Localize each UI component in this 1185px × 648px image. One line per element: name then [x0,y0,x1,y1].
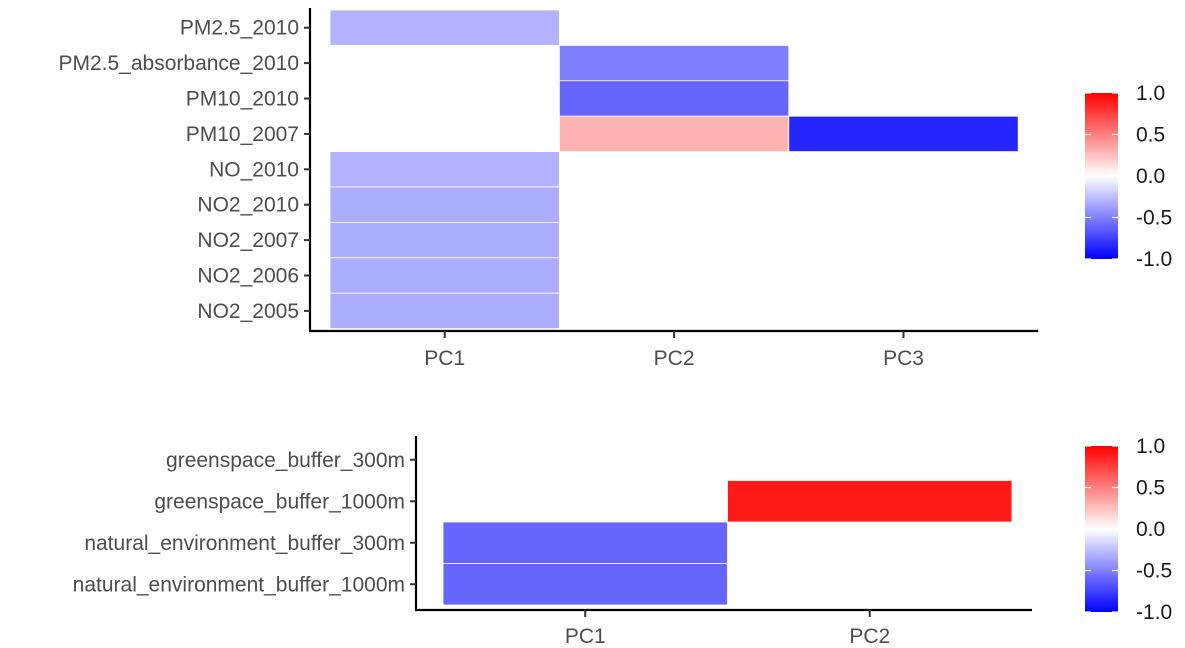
heatmap-cell-pc2-pm10-2010 [559,80,790,117]
y-tick-label-no2-2010: NO2_2010 [197,194,299,217]
legend-tick-label: 0.0 [1136,165,1165,188]
x-tick-label-pc1: PC1 [565,625,606,648]
heatmap-cell-pc1-natural-environment-buffer-300m [442,521,728,564]
heatmap-cell-pc1-no2-2010 [329,186,560,223]
heatmap-cell-pc2-greenspace-buffer-1000m [727,480,1013,523]
y-tick-label-no2-2006: NO2_2006 [197,265,299,288]
heatmap-cell-pc1-no2-2006 [329,257,560,294]
heatmap-panel-air-pollution: PM2.5_2010 PM2.5_absorbance_2010 PM10_2010… [58,8,1172,370]
y-tick-label-natural-environment-buffer-1000m: natural_environment_buffer_1000m [73,573,405,596]
legend-tick-label: 1.0 [1136,435,1165,458]
y-tick-label-pm10-2010: PM10_2010 [186,88,299,111]
y-tick-label-greenspace-buffer-1000m: greenspace_buffer_1000m [154,490,405,513]
x-tick-label-pc2: PC2 [654,347,695,370]
x-tick-label-pc2: PC2 [849,625,890,648]
y-tick-label-natural-environment-buffer-300m: natural_environment_buffer_300m [84,532,405,555]
legend-tick-label: -0.5 [1136,207,1172,230]
heatmap-cell-pc1-no2-2007 [329,221,560,259]
legend-tick-label: -0.5 [1136,560,1172,583]
heatmap-cell-pc2-pm2-5-absorbance-2010 [559,45,790,82]
y-tick-label-pm2-5-absorbance-2010: PM2.5_absorbance_2010 [58,52,299,75]
heatmap-panel-greenspace: greenspace_buffer_300m greenspace_buffer_… [73,435,1173,648]
heatmap-cell-pc1-natural-environment-buffer-1000m [442,563,728,606]
legend-tick-label: 0.5 [1136,477,1165,500]
heatmap-cell-pc1-pm2-5-2010 [329,9,560,46]
heatmap-cell-pc2-pm10-2007 [559,115,790,152]
legend-tick-label: 0.0 [1136,518,1165,541]
y-tick-label-pm2-5-2010: PM2.5_2010 [180,17,299,40]
x-tick-label-pc3: PC3 [883,347,924,370]
legend-tick-label: 0.5 [1136,124,1165,147]
y-tick-label-no2-2007: NO2_2007 [197,229,299,252]
x-tick-label-pc1: PC1 [424,347,465,370]
heatmap-cell-pc1-no2-2005 [329,292,560,330]
legend-tick-label: -1.0 [1136,248,1172,271]
heatmap-cell-pc1-no-2010 [329,151,560,188]
y-tick-label-pm10-2007: PM10_2007 [186,123,299,146]
y-tick-label-greenspace-buffer-300m: greenspace_buffer_300m [166,449,405,472]
heatmap-cell-pc3-pm10-2007 [788,115,1019,152]
y-tick-label-no-2010: NO_2010 [209,158,299,181]
y-tick-label-no2-2005: NO2_2005 [197,300,299,323]
legend-tick-label: 1.0 [1136,82,1165,105]
legend-tick-label: -1.0 [1136,601,1172,624]
